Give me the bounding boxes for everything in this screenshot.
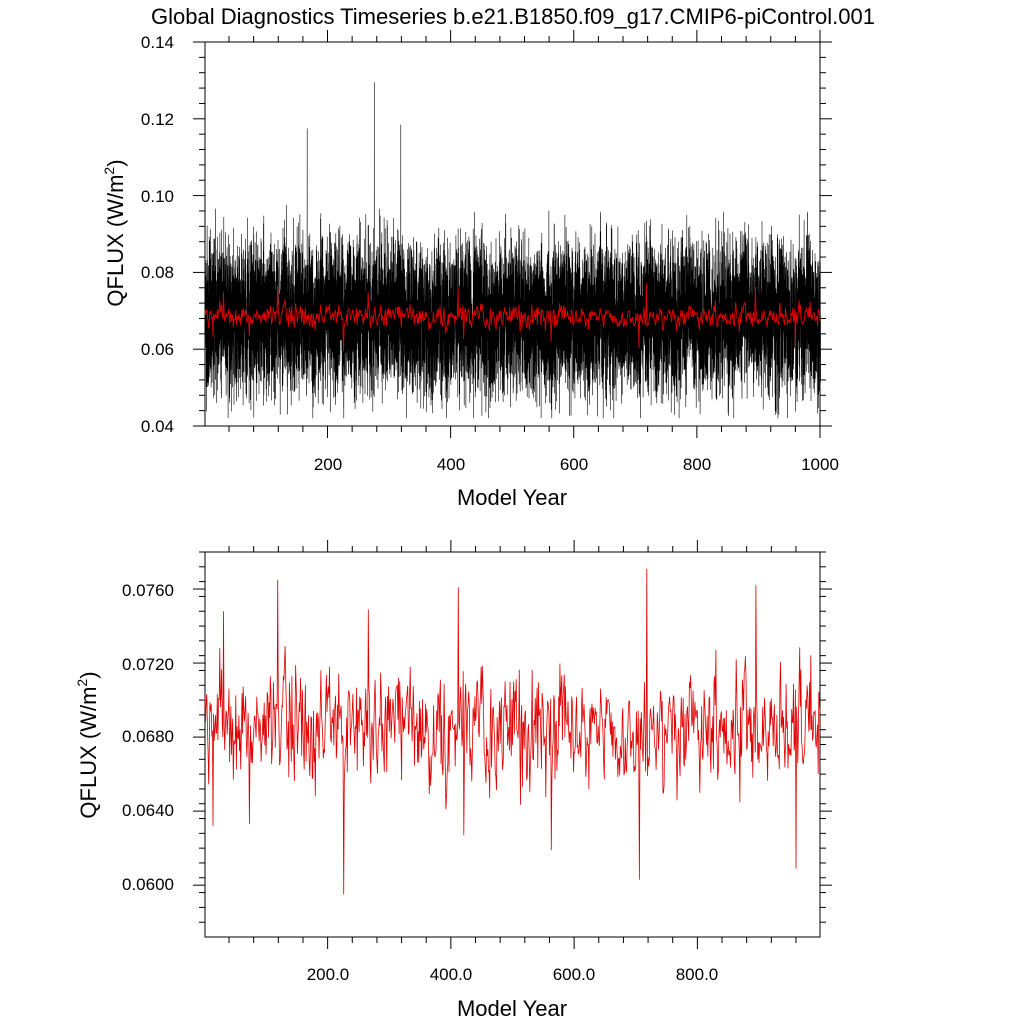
bottom-ytick-label-0: 0.0600 [122,875,174,894]
top-y-axis-label: QFLUX (W/m2) [101,159,128,306]
bottom-panel: 0.0600 0.0640 0.0680 0.0720 0.0760 200.0… [74,540,832,1021]
bottom-ytick-label-3: 0.0720 [122,655,174,674]
bottom-xtick-label-0: 200.0 [307,965,350,984]
top-plot-frame [204,41,821,427]
top-ytick-label-2: 0.08 [141,263,174,282]
top-xtick-label-3: 800 [683,455,711,474]
top-monthly-series-line [204,82,821,419]
top-ytick-label-1: 0.06 [141,340,174,359]
bottom-xtick-label-3: 800.0 [676,965,719,984]
bottom-ytick-label-1: 0.0640 [122,801,174,820]
top-annual-series-line [204,283,821,352]
bottom-annual-series-line [204,568,821,895]
top-series [204,82,821,419]
top-xtick-label-1: 400 [437,455,465,474]
top-ytick-label-3: 0.10 [141,187,174,206]
bottom-series [204,568,821,895]
top-ticks [193,30,832,438]
figure-title: Global Diagnostics Timeseries b.e21.B185… [151,4,875,29]
bottom-xtick-label-2: 600.0 [553,965,596,984]
top-xtick-label-0: 200 [314,455,342,474]
bottom-ytick-label-4: 0.0760 [122,581,174,600]
top-ytick-label-0: 0.04 [141,417,174,436]
top-ytick-label-4: 0.12 [141,110,174,129]
bottom-xtick-label-1: 400.0 [430,965,473,984]
bottom-x-axis-label: Model Year [457,996,567,1021]
top-xtick-label-4: 1000 [801,455,839,474]
top-ytick-label-5: 0.14 [141,33,174,52]
bottom-ticks [193,540,832,949]
bottom-y-axis-label: QFLUX (W/m2) [74,671,101,818]
top-xtick-label-2: 600 [560,455,588,474]
top-x-axis-label: Model Year [457,485,567,510]
top-panel: 0.04 0.06 0.08 0.10 0.12 0.14 200 400 60… [101,30,839,510]
bottom-ytick-label-2: 0.0680 [122,727,174,746]
